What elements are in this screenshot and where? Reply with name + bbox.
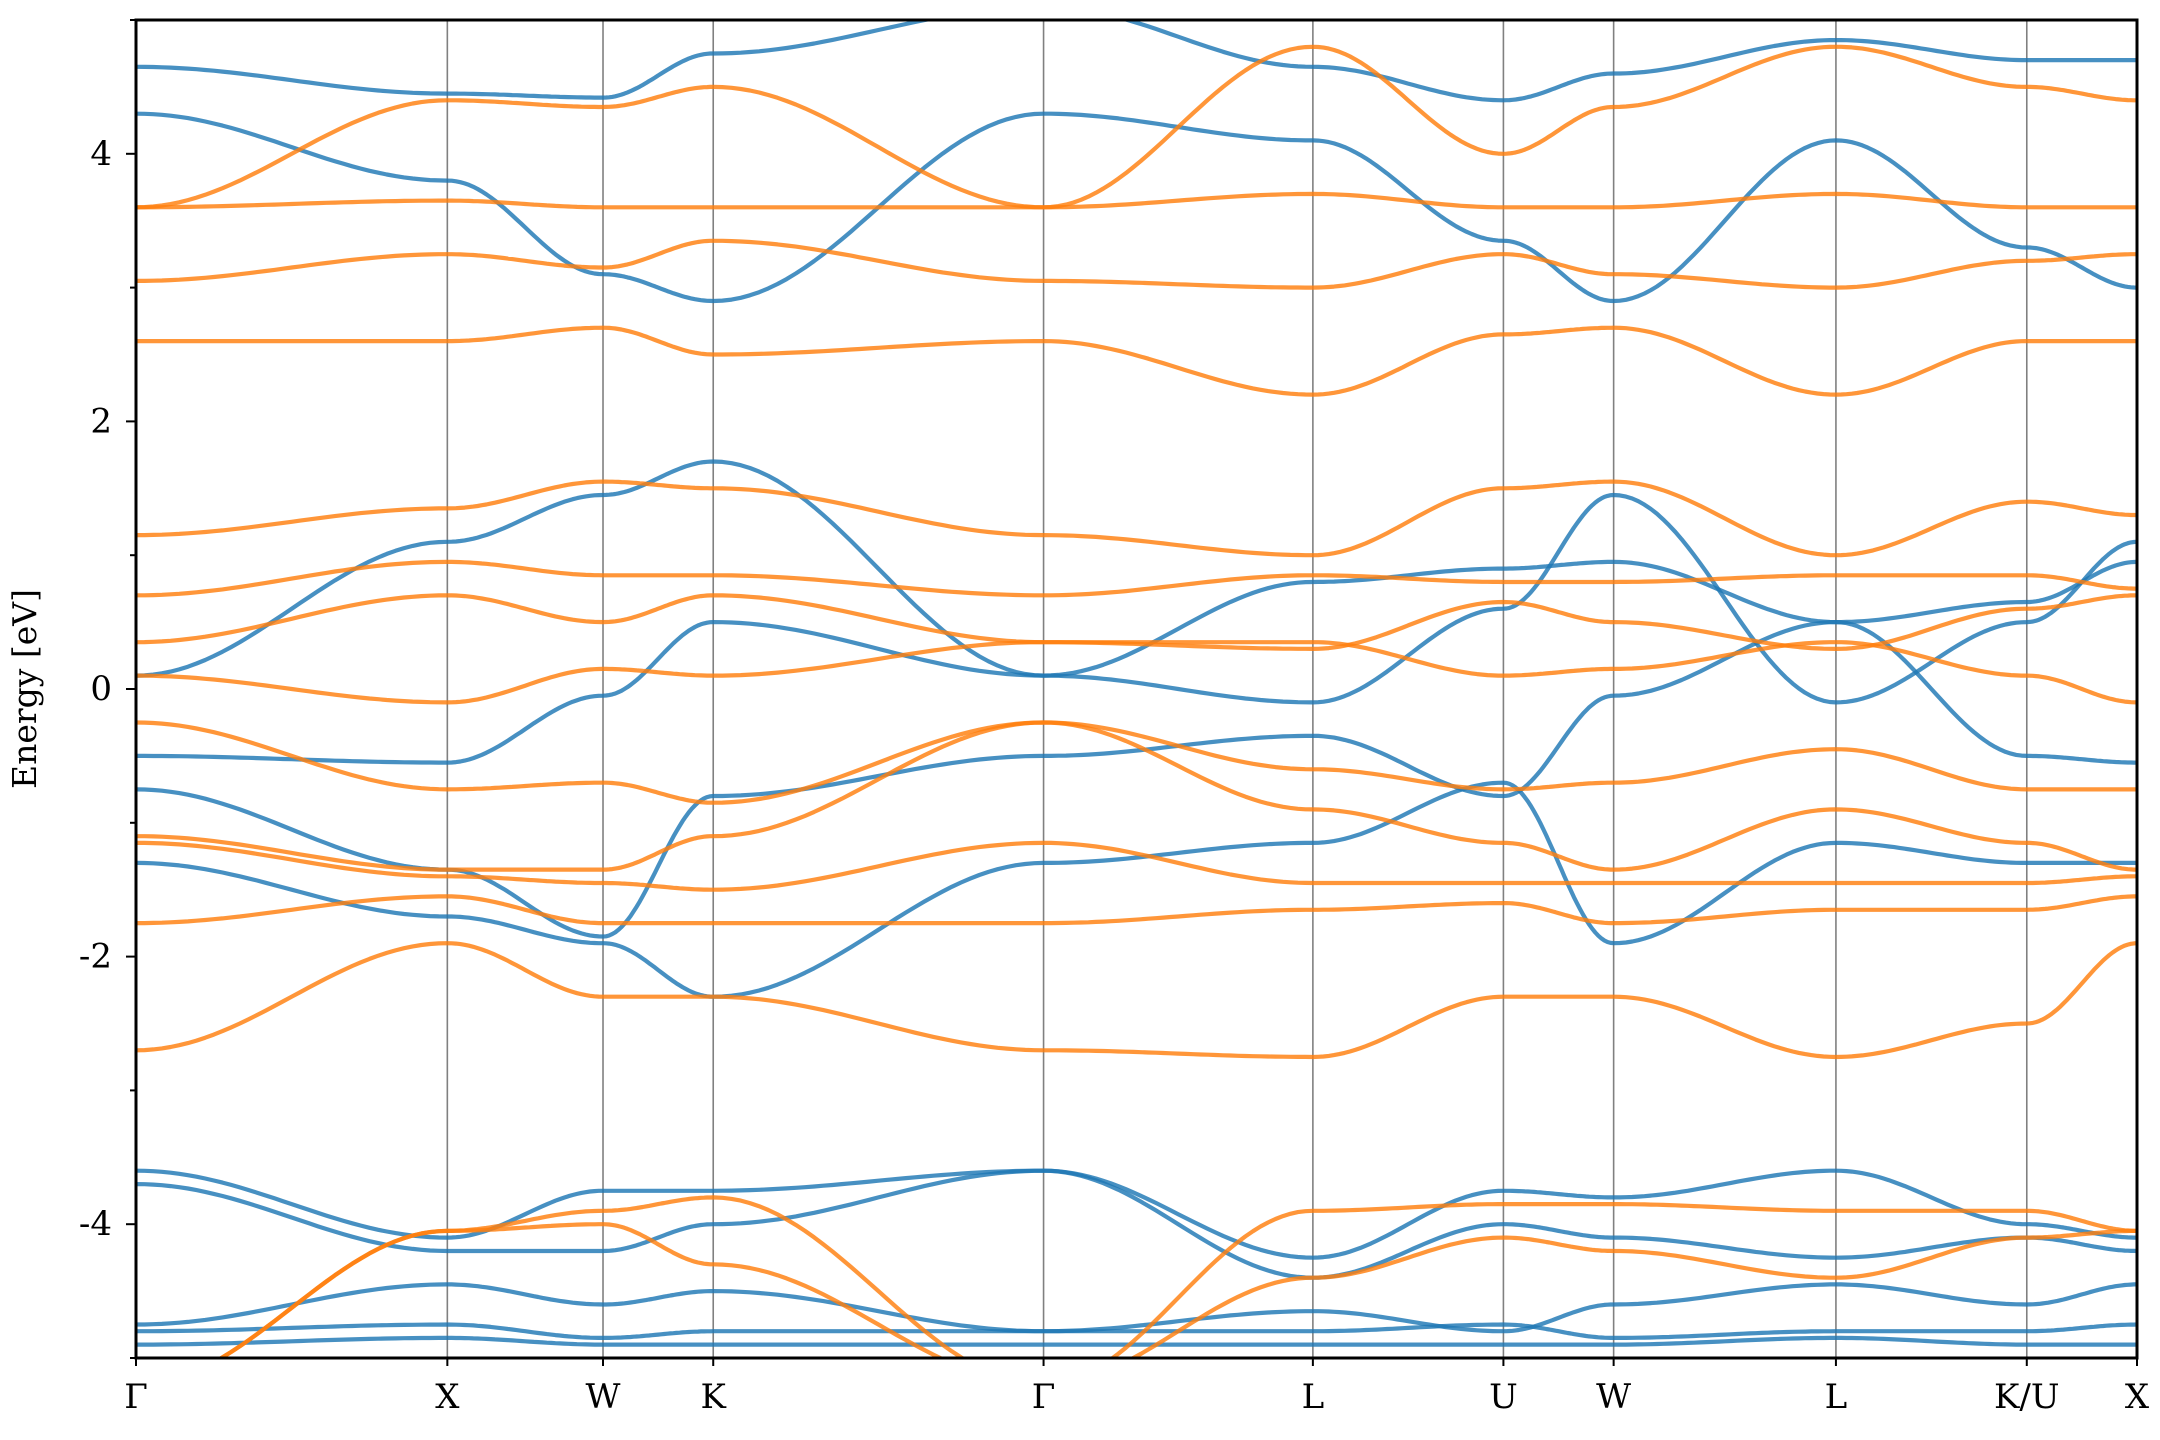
k-point-lines — [446, 20, 2028, 1358]
y-tick-label: 0 — [90, 669, 112, 709]
x-tick-label: X — [2125, 1377, 2150, 1417]
x-tick-label: L — [1302, 1377, 1325, 1417]
band-line-series-2 — [136, 640, 2137, 705]
band-line-series-1 — [136, 1335, 2137, 1347]
band-line-series-2 — [216, 1222, 2137, 1358]
band-line-series-2 — [136, 44, 2137, 210]
band-line-series-2 — [216, 1195, 2137, 1358]
band-line-series-1 — [136, 1282, 2137, 1334]
band-line-series-2 — [136, 941, 2137, 1060]
band-line-series-2 — [136, 593, 2137, 651]
x-tick-label: W — [586, 1377, 621, 1417]
plot-background — [136, 20, 2137, 1358]
band-line-series-2 — [136, 479, 2137, 558]
x-tick-label: Γ — [124, 1377, 148, 1417]
y-tick-label: -2 — [79, 937, 112, 977]
band-line-series-1 — [136, 1168, 2137, 1260]
band-line-series-2 — [136, 559, 2137, 598]
band-line-series-1 — [136, 1322, 2137, 1340]
band-line-series-2 — [136, 720, 2137, 805]
x-tick-label: Γ — [1032, 1377, 1056, 1417]
band-line-series-2 — [136, 191, 2137, 210]
band-line-series-1 — [136, 20, 2137, 103]
band-line-series-2 — [136, 238, 2137, 290]
y-axis: -4 -2 0 2 4 — [79, 19, 136, 1359]
band-line-series-1 — [136, 620, 2137, 939]
band-line-series-1 — [136, 559, 2137, 765]
x-tick-label: W — [1596, 1377, 1631, 1417]
x-tick-label: X — [435, 1377, 460, 1417]
band-line-series-2 — [136, 840, 2137, 892]
band-line-series-2 — [136, 325, 2137, 397]
x-tick-label: K — [701, 1377, 727, 1417]
y-tick-label: 2 — [90, 401, 112, 441]
x-tick-label: U — [1489, 1377, 1518, 1417]
band-line-series-2 — [136, 894, 2137, 926]
band-line-series-2 — [136, 720, 2137, 872]
y-tick-label: 4 — [90, 134, 112, 174]
y-axis-title: Energy [eV] — [5, 589, 44, 789]
band-lines — [136, 20, 2137, 1358]
band-line-series-1 — [136, 111, 2137, 304]
y-tick-label: -4 — [79, 1204, 112, 1244]
band-line-series-1 — [136, 459, 2137, 705]
band-line-series-1 — [136, 780, 2137, 999]
x-axis: Γ X W K Γ L U W L K/U X — [124, 1358, 2150, 1417]
x-tick-label: L — [1825, 1377, 1848, 1417]
x-tick-label: K/U — [1994, 1377, 2060, 1417]
